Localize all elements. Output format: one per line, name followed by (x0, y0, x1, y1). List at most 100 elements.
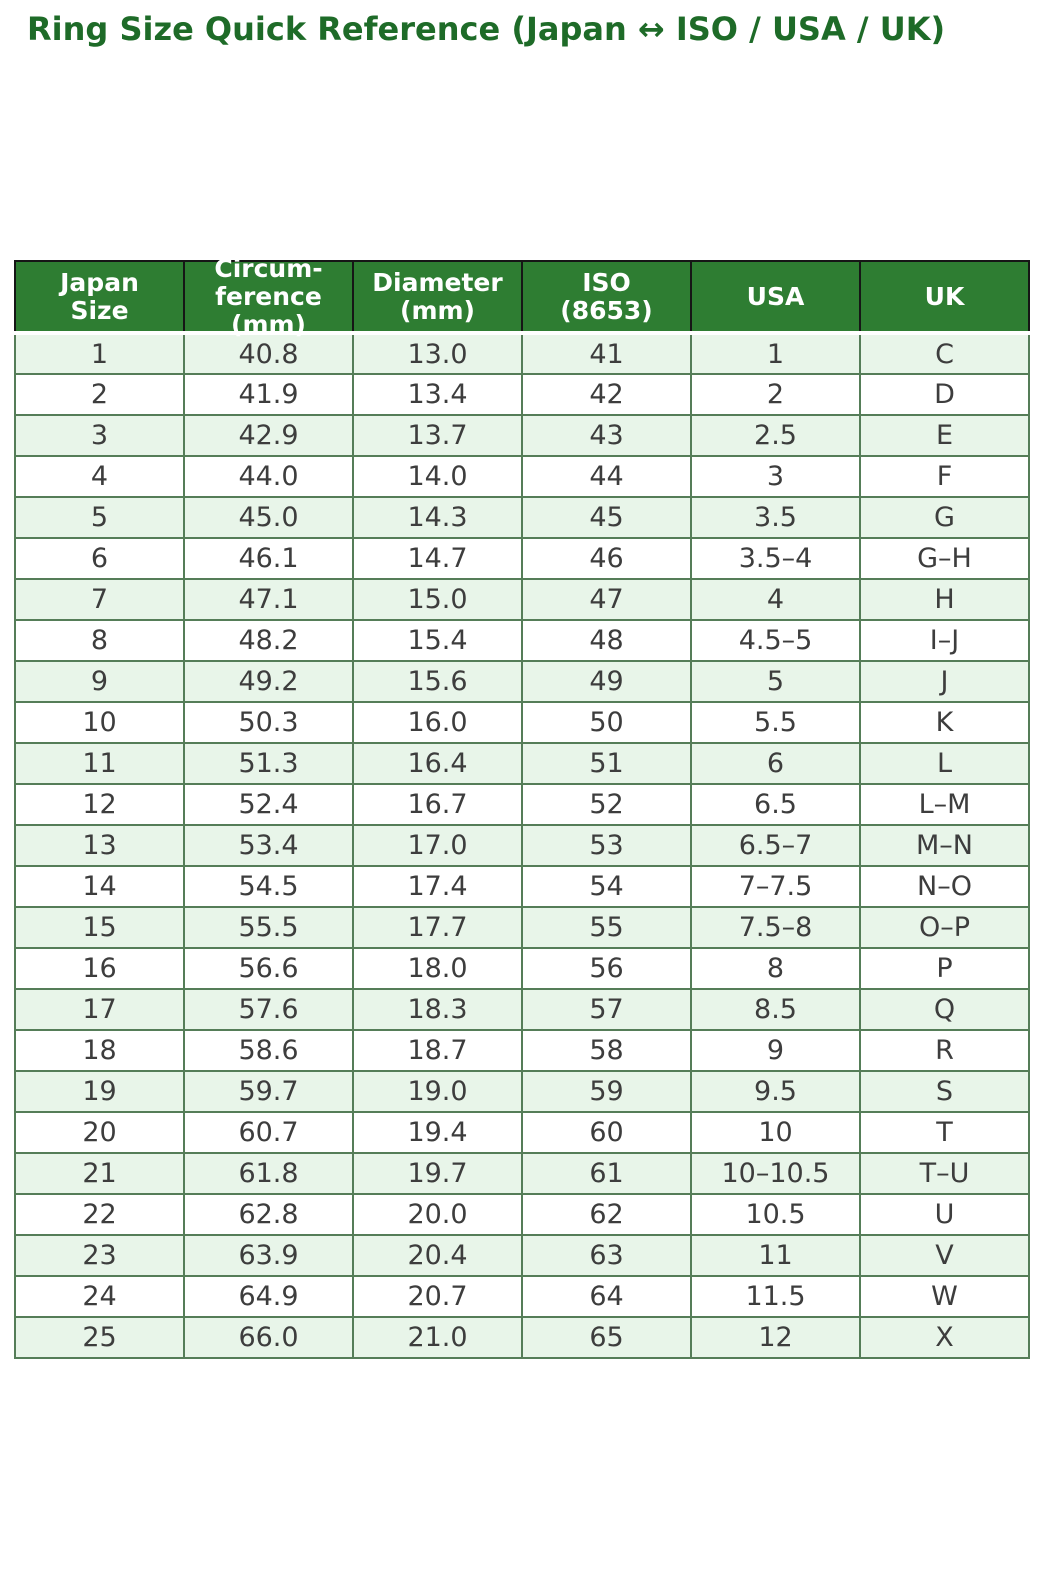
table-cell-iso: 64 (521, 1275, 692, 1319)
table-cell-uk: G (859, 496, 1030, 540)
table-row: 24 64.9 20.7 64 11.5 W (14, 1275, 1030, 1319)
header-cell-label: UK (924, 281, 965, 311)
table-cell-circumference: 58.6 (183, 1029, 354, 1073)
table-cell-usa: 4 (690, 578, 861, 622)
table-cell-diameter: 21.0 (352, 1316, 523, 1360)
header-cell-japan-size: Japan Size (14, 260, 185, 336)
table-row: 3 42.9 13.7 43 2.5 E (14, 414, 1030, 458)
table-cell-iso: 56 (521, 947, 692, 991)
table-cell-usa: 8 (690, 947, 861, 991)
table-cell-usa: 10.5 (690, 1193, 861, 1237)
table-cell-diameter: 15.4 (352, 619, 523, 663)
page: Ring Size Quick Reference (Japan ↔ ISO /… (0, 10, 1043, 1360)
table-cell-circumference: 55.5 (183, 906, 354, 950)
table-cell-japan-size: 20 (14, 1111, 185, 1155)
table-cell-diameter: 14.7 (352, 537, 523, 581)
table-cell-circumference: 56.6 (183, 947, 354, 991)
table-cell-japan-size: 18 (14, 1029, 185, 1073)
table-cell-uk: V (859, 1234, 1030, 1278)
table-cell-usa: 9.5 (690, 1070, 861, 1114)
table-cell-japan-size: 11 (14, 742, 185, 786)
table-cell-uk: X (859, 1316, 1030, 1360)
table-cell-usa: 9 (690, 1029, 861, 1073)
table-cell-circumference: 60.7 (183, 1111, 354, 1155)
table-cell-iso: 44 (521, 455, 692, 499)
ring-size-table: Japan Size Circum- ference (mm) Diameter (… (14, 254, 1030, 1360)
table-row: 2 41.9 13.4 42 2 D (14, 373, 1030, 417)
table-cell-usa: 7.5–8 (690, 906, 861, 950)
table-row: 8 48.2 15.4 48 4.5–5 I–J (14, 619, 1030, 663)
table-cell-uk: O–P (859, 906, 1030, 950)
table-row: 6 46.1 14.7 46 3.5–4 G–H (14, 537, 1030, 581)
table-cell-uk: W (859, 1275, 1030, 1319)
table-row: 11 51.3 16.4 51 6 L (14, 742, 1030, 786)
table-cell-diameter: 13.7 (352, 414, 523, 458)
table-cell-usa: 11.5 (690, 1275, 861, 1319)
header-cell-usa: USA (690, 260, 861, 336)
table-cell-diameter: 18.0 (352, 947, 523, 991)
table-cell-usa: 1 (690, 332, 861, 376)
table-cell-iso: 46 (521, 537, 692, 581)
table-cell-japan-size: 9 (14, 660, 185, 704)
table-cell-usa: 3.5 (690, 496, 861, 540)
table-row: 22 62.8 20.0 62 10.5 U (14, 1193, 1030, 1237)
table-cell-usa: 10–10.5 (690, 1152, 861, 1196)
table-cell-diameter: 19.0 (352, 1070, 523, 1114)
table-cell-uk: P (859, 947, 1030, 991)
table-cell-iso: 42 (521, 373, 692, 417)
table-cell-japan-size: 16 (14, 947, 185, 991)
table-cell-diameter: 13.0 (352, 332, 523, 376)
table-cell-uk: I–J (859, 619, 1030, 663)
table-cell-iso: 50 (521, 701, 692, 745)
header-cell-label: ISO (8653) (560, 267, 653, 325)
table-cell-uk: K (859, 701, 1030, 745)
table-cell-uk: N–O (859, 865, 1030, 909)
table-cell-circumference: 45.0 (183, 496, 354, 540)
table-header-row: Japan Size Circum- ference (mm) Diameter (… (14, 254, 1030, 338)
table-cell-iso: 47 (521, 578, 692, 622)
table-cell-iso: 45 (521, 496, 692, 540)
table-cell-iso: 55 (521, 906, 692, 950)
table-cell-japan-size: 24 (14, 1275, 185, 1319)
table-cell-diameter: 14.3 (352, 496, 523, 540)
header-cell-uk: UK (859, 260, 1030, 336)
table-cell-japan-size: 12 (14, 783, 185, 827)
table-cell-iso: 54 (521, 865, 692, 909)
table-cell-uk: Q (859, 988, 1030, 1032)
header-cell-label: USA (746, 281, 805, 311)
table-cell-circumference: 49.2 (183, 660, 354, 704)
table-row: 4 44.0 14.0 44 3 F (14, 455, 1030, 499)
table-cell-iso: 60 (521, 1111, 692, 1155)
table-cell-circumference: 62.8 (183, 1193, 354, 1237)
header-cell-label: Japan Size (60, 267, 139, 325)
table-cell-usa: 10 (690, 1111, 861, 1155)
table-cell-circumference: 42.9 (183, 414, 354, 458)
table-cell-iso: 52 (521, 783, 692, 827)
table-cell-diameter: 18.7 (352, 1029, 523, 1073)
table-cell-japan-size: 14 (14, 865, 185, 909)
table-cell-iso: 61 (521, 1152, 692, 1196)
table-cell-circumference: 47.1 (183, 578, 354, 622)
table-cell-diameter: 16.4 (352, 742, 523, 786)
table-row: 17 57.6 18.3 57 8.5 Q (14, 988, 1030, 1032)
table-cell-usa: 6 (690, 742, 861, 786)
table-cell-diameter: 16.7 (352, 783, 523, 827)
table-cell-iso: 53 (521, 824, 692, 868)
table-cell-uk: C (859, 332, 1030, 376)
table-cell-diameter: 15.0 (352, 578, 523, 622)
table-row: 7 47.1 15.0 47 4 H (14, 578, 1030, 622)
table-cell-japan-size: 5 (14, 496, 185, 540)
table-cell-japan-size: 6 (14, 537, 185, 581)
table-cell-diameter: 20.0 (352, 1193, 523, 1237)
table-cell-diameter: 17.7 (352, 906, 523, 950)
table-cell-japan-size: 2 (14, 373, 185, 417)
table-cell-circumference: 63.9 (183, 1234, 354, 1278)
table-cell-circumference: 61.8 (183, 1152, 354, 1196)
table-header: Japan Size Circum- ference (mm) Diameter (… (14, 254, 1030, 338)
table-cell-japan-size: 22 (14, 1193, 185, 1237)
table-cell-diameter: 19.4 (352, 1111, 523, 1155)
table-cell-circumference: 46.1 (183, 537, 354, 581)
table-cell-circumference: 50.3 (183, 701, 354, 745)
table-row: 5 45.0 14.3 45 3.5 G (14, 496, 1030, 540)
table-cell-japan-size: 7 (14, 578, 185, 622)
